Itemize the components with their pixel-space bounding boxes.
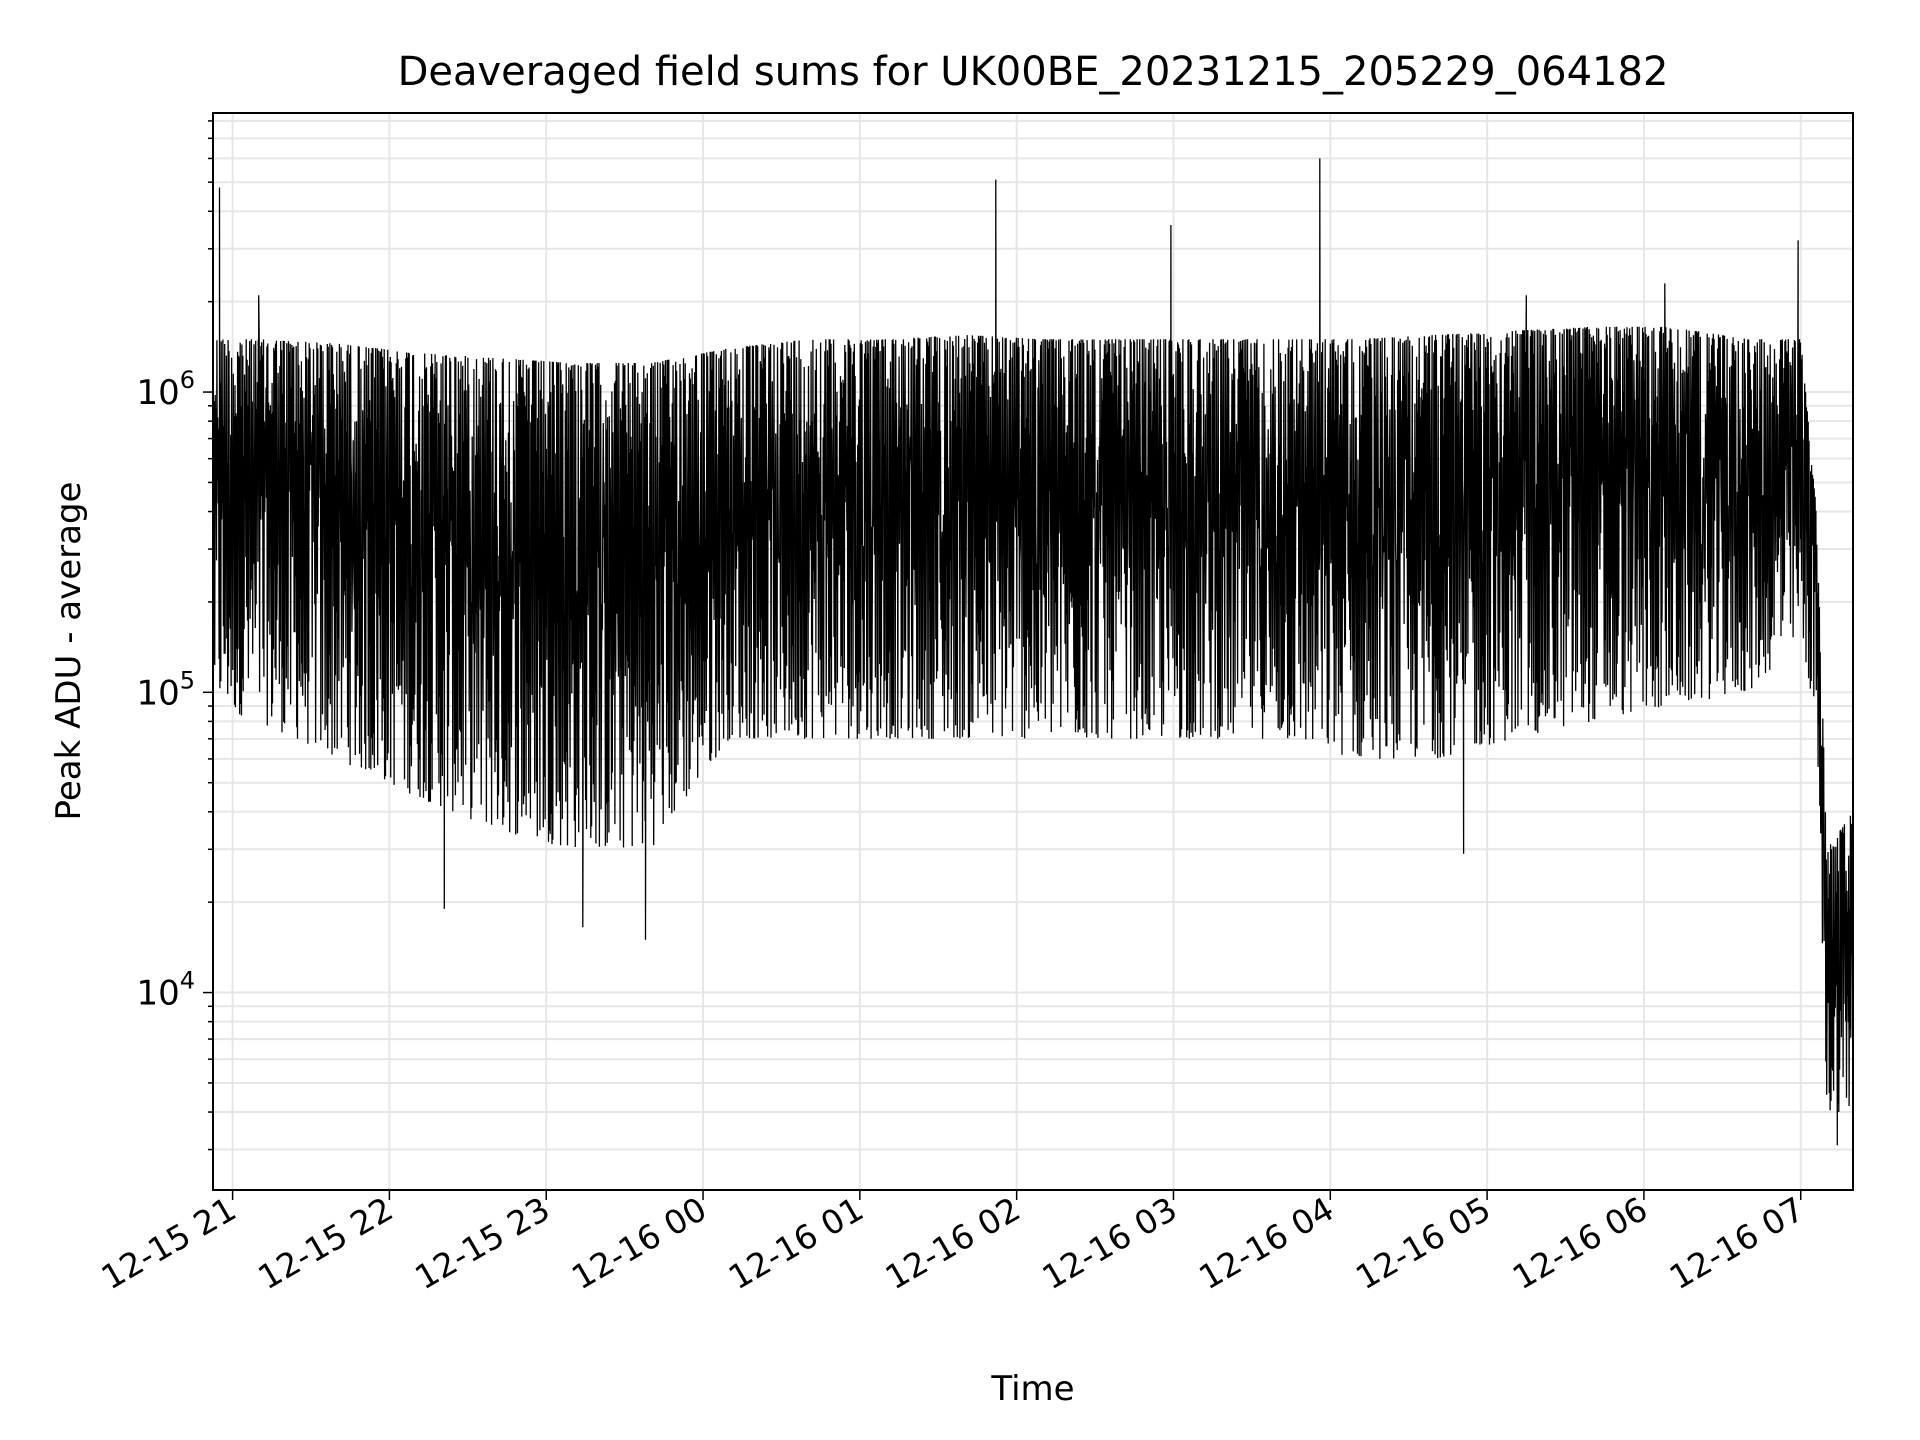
x-axis-label: Time: [990, 1369, 1074, 1409]
y-tick-label: 104: [136, 967, 195, 1014]
y-axis-ticks: 104 105 106: [136, 120, 213, 1151]
series-path: [213, 158, 1854, 1146]
y-tick-label: 106: [136, 366, 195, 413]
y-tick-label: 105: [136, 666, 195, 713]
chart-title: Deaveraged field sums for UK00BE_2023121…: [398, 49, 1669, 95]
plot-frame: [212, 112, 1854, 1191]
series-line: [213, 158, 1854, 1146]
y-axis-label: Peak ADU - average: [49, 482, 89, 821]
